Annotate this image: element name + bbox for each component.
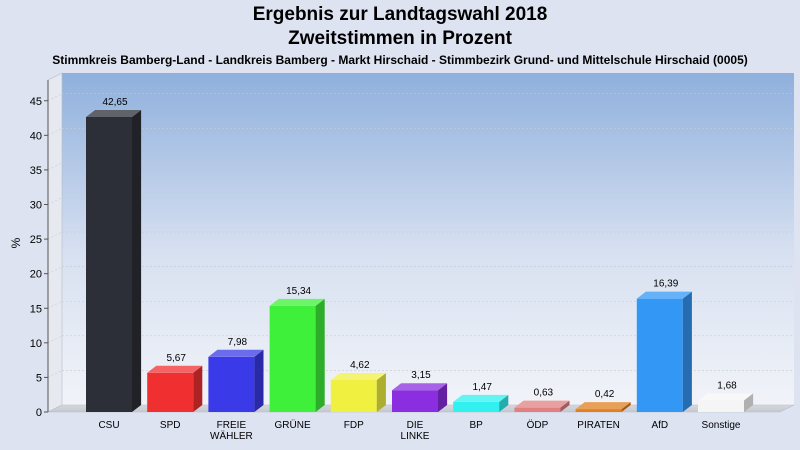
x-tick-label: WÄHLER <box>210 430 253 442</box>
data-label: 1,68 <box>717 380 737 391</box>
bar-top <box>453 394 509 402</box>
bar-side <box>499 394 509 412</box>
bar-side <box>621 402 631 412</box>
bar-top <box>636 291 692 299</box>
bar-front <box>330 380 377 412</box>
bar-top <box>575 402 631 410</box>
x-tick-label: DIE <box>407 420 424 431</box>
bar-front <box>392 390 438 412</box>
bar-top <box>86 110 142 118</box>
y-tick-label: 25 <box>30 234 42 246</box>
bar-side <box>132 110 142 413</box>
data-label: 16,39 <box>653 279 678 290</box>
bar <box>575 402 631 412</box>
y-tick-label: 15 <box>30 303 42 315</box>
data-label: 7,98 <box>228 337 248 348</box>
bar <box>636 291 692 412</box>
data-label: 5,67 <box>166 353 186 364</box>
x-tick-label: AfD <box>651 420 668 431</box>
bar-top <box>208 349 264 357</box>
x-tick-label: GRÜNE <box>275 419 311 431</box>
y-tick-label: 40 <box>30 130 42 142</box>
data-label: 0,63 <box>534 388 554 399</box>
bar <box>147 365 203 412</box>
bar-side <box>744 393 754 412</box>
gridline-side <box>47 93 63 102</box>
bar-front <box>514 407 561 412</box>
data-label: 3,15 <box>411 370 431 381</box>
bar <box>208 349 264 412</box>
bar-side <box>376 373 386 412</box>
y-tick-label: 0 <box>36 407 42 419</box>
bar <box>269 298 325 412</box>
bar-side <box>438 383 448 412</box>
bar <box>86 110 142 413</box>
gridline-side <box>47 197 63 205</box>
x-tick-label: Sonstige <box>702 420 741 431</box>
x-tick-label: BP <box>470 420 484 431</box>
bar-top <box>269 298 325 306</box>
x-tick-label: FREIE <box>217 420 247 431</box>
gridline-side <box>47 300 63 309</box>
gridline-side <box>47 335 63 344</box>
bar-side <box>560 400 570 412</box>
x-tick-label: LINKE <box>401 431 430 442</box>
y-tick-label: 5 <box>36 372 42 384</box>
data-label: 0,42 <box>595 389 615 400</box>
gridline-side <box>47 128 63 136</box>
bar-front <box>453 401 500 412</box>
bar-top <box>330 373 386 381</box>
chart-subtitle: Stimmkreis Bamberg-Land - Landkreis Bamb… <box>52 53 748 67</box>
y-tick-label: 10 <box>30 338 42 350</box>
y-tick-label: 35 <box>30 165 42 177</box>
bar-front <box>147 372 194 412</box>
bar-top <box>147 365 203 373</box>
bar <box>698 393 754 412</box>
data-label: 15,34 <box>286 286 311 297</box>
x-tick-label: ÖDP <box>527 419 549 431</box>
x-tick-label: CSU <box>98 420 119 431</box>
bar-front <box>269 305 316 412</box>
bar-front <box>636 298 683 412</box>
bar-top <box>514 400 570 408</box>
bar <box>514 400 570 412</box>
bar <box>453 394 509 412</box>
y-tick-label: 45 <box>30 96 42 108</box>
chart-title: Ergebnis zur Landtagswahl 2018 <box>252 4 548 25</box>
bar-side <box>682 291 692 412</box>
gridline-side <box>47 162 63 171</box>
y-tick-label: 30 <box>30 200 42 212</box>
bar-front <box>208 356 255 412</box>
axes: 0 5 10 15 20 25 30 35 40 45 <box>30 80 49 419</box>
bar-top <box>392 383 448 391</box>
gridline-side <box>47 370 63 378</box>
y-tick-label: 20 <box>30 269 42 281</box>
bar-top <box>698 393 754 401</box>
bar <box>392 383 448 412</box>
chart-title-line2: Zweitstimmen in Prozent <box>288 28 512 49</box>
bar-front <box>698 400 744 412</box>
x-tick-label: SPD <box>160 420 181 431</box>
data-label: 4,62 <box>350 360 370 371</box>
bar-front <box>575 409 622 412</box>
bar-side <box>193 365 203 412</box>
bar-front <box>86 117 132 413</box>
x-tick-label: FDP <box>344 420 364 431</box>
y-axis-label: % <box>9 237 23 248</box>
bar-side <box>254 349 264 412</box>
bar <box>330 373 386 412</box>
bars <box>86 110 754 413</box>
data-label: 1,47 <box>472 382 492 393</box>
bar-side <box>315 298 325 412</box>
gridline-side <box>47 231 63 240</box>
gridline-side <box>47 266 63 274</box>
x-tick-label: PIRATEN <box>577 420 620 431</box>
data-label: 42,65 <box>102 97 127 108</box>
plot-left-wall <box>47 72 63 413</box>
